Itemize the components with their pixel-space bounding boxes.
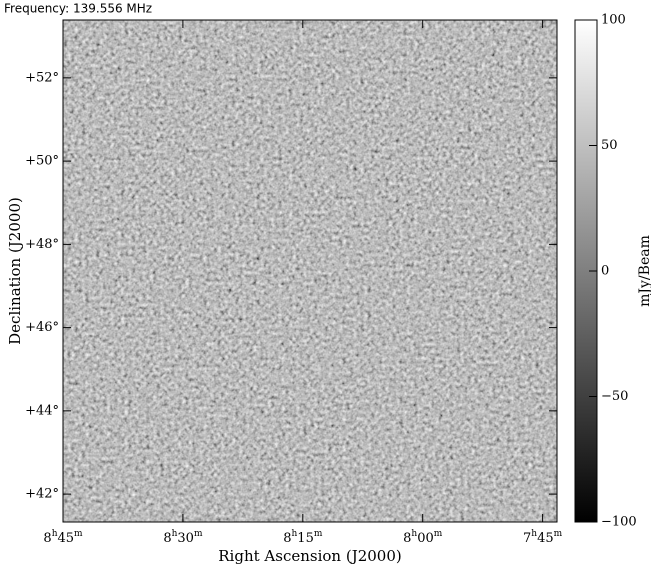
y-axis-label: Declination (J2000) (6, 197, 24, 345)
y-tick-label: +42° (25, 487, 59, 502)
sky-image (63, 20, 557, 522)
colorbar-tick-label: 100 (601, 13, 626, 28)
plot-frame (62, 19, 558, 523)
x-tick-label: 8h15m (283, 529, 323, 546)
x-tick-label: 8h30m (163, 529, 203, 546)
colorbar-label: mJy/Beam (637, 235, 651, 307)
x-tick-label: 8h00m (403, 529, 443, 546)
y-tick-label: +44° (25, 403, 59, 418)
y-tick-label: +48° (25, 237, 59, 252)
x-tick-label: 8h45m (43, 529, 83, 546)
colorbar-tick-label: −50 (601, 389, 628, 404)
y-tick-label: +46° (25, 320, 59, 335)
x-tick-label: 7h45m (523, 529, 563, 546)
colorbar-tick-label: −100 (601, 515, 637, 530)
y-tick-label: +50° (25, 154, 59, 169)
x-axis-label: Right Ascension (J2000) (218, 547, 401, 565)
colorbar-tick-label: 50 (601, 138, 618, 153)
chart-title: Frequency: 139.556 MHz (4, 2, 152, 16)
y-tick-label: +52° (25, 70, 59, 85)
colorbar-tick-label: 0 (601, 264, 609, 279)
